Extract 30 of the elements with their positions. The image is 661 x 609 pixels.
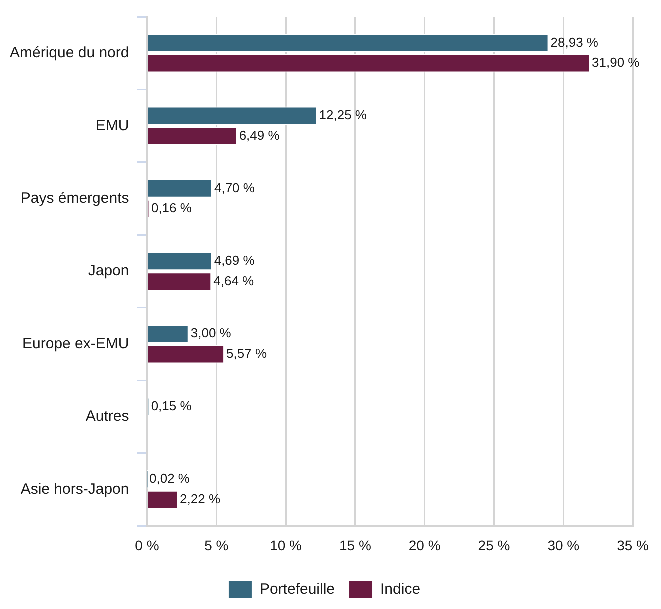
data-label: 4,70 % — [214, 180, 256, 196]
x-tick-label: 35 % — [617, 537, 650, 554]
data-label: 3,00 % — [190, 326, 232, 341]
x-tick-label: 15 % — [339, 537, 372, 554]
y-tick-label: Europe ex-EMU — [22, 335, 130, 352]
y-tick-label: EMU — [96, 117, 130, 134]
data-label: 0,15 % — [151, 398, 192, 414]
x-tick-label: 10 % — [270, 537, 302, 554]
data-label: 5,57 % — [226, 346, 268, 362]
data-label: 2,22 % — [180, 492, 221, 507]
x-tick-label: 30 % — [548, 537, 580, 554]
data-label: 12,25 % — [319, 108, 368, 123]
data-label: 0,02 % — [150, 471, 190, 486]
data-label: 6,49 % — [239, 128, 280, 143]
x-tick-label: 25 % — [478, 537, 510, 554]
y-tick-label: Japon — [88, 262, 130, 280]
legend-label: Portefeuille — [260, 581, 336, 598]
x-tick-label: 0 % — [135, 537, 160, 554]
data-label: 4,69 % — [214, 252, 256, 268]
data-label: 31,90 % — [592, 55, 640, 70]
legend-label: Indice — [380, 581, 421, 598]
y-tick-label: Pays émergents — [20, 190, 130, 207]
y-tick-label: Autres — [86, 408, 130, 426]
y-tick-label: Asie hors-Japon — [20, 480, 130, 498]
data-label: 28,93 % — [550, 34, 599, 50]
x-tick-label: 5 % — [204, 537, 229, 554]
data-label: 4,64 % — [214, 273, 255, 288]
x-tick-label: 20 % — [408, 537, 441, 554]
y-tick-label: Amérique du nord — [10, 44, 130, 62]
data-label: 0,16 % — [151, 200, 192, 216]
